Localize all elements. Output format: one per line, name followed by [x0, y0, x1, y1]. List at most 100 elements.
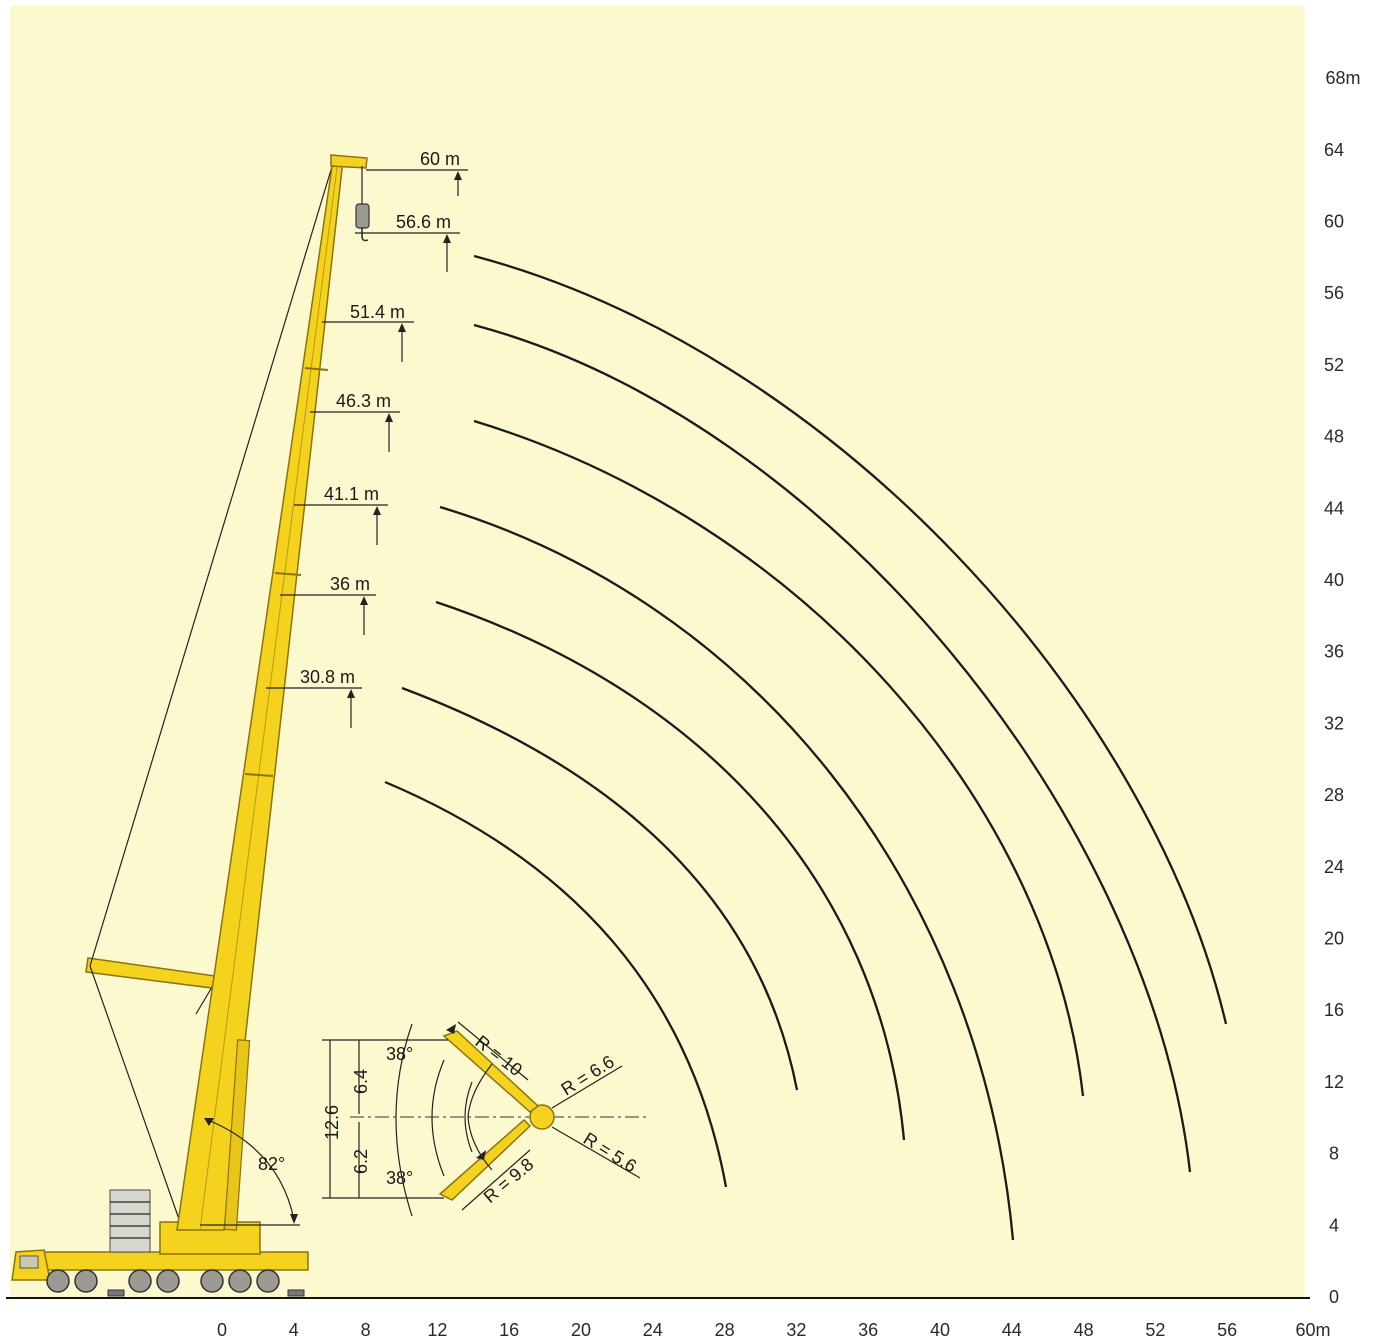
boom-angle-indicator: 82° [200, 1118, 300, 1226]
y-tick-label: 20 [1324, 929, 1344, 949]
marker-arrowhead [398, 323, 406, 332]
boom-marker-41-1m: 41.1 m [294, 484, 388, 545]
range-arc-41-1m [435, 600, 906, 1141]
x-tick-label: 52 [1145, 1320, 1165, 1340]
x-tick-label: 56 [1217, 1320, 1237, 1340]
y-tick-label: 36 [1324, 642, 1344, 662]
swing-arc-outer [395, 1023, 413, 1217]
boom-marker-60m: 60 m [366, 149, 468, 196]
angle-arrowhead-top [204, 1118, 214, 1126]
marker-arrowhead [360, 596, 368, 605]
marker-arrowhead [385, 413, 393, 422]
boom-length-label: 46.3 m [336, 391, 391, 411]
y-tick-label: 44 [1324, 498, 1344, 518]
y-tick-label: 0 [1329, 1287, 1339, 1307]
y-tick-label: 32 [1324, 713, 1344, 733]
y-tick-label: 40 [1324, 570, 1344, 590]
lower-jib-arm [438, 1118, 532, 1201]
x-tick-label: 16 [499, 1320, 519, 1340]
guy-line-lower [89, 965, 181, 1223]
luffing-angle-top: 38° [386, 1044, 413, 1064]
marker-arrowhead [443, 234, 451, 243]
angle-arrowhead-bottom [290, 1214, 298, 1224]
range-arc-60m [473, 254, 1228, 1025]
x-tick-label: 32 [786, 1320, 806, 1340]
boom-collar [304, 367, 329, 371]
boom-length-label: 41.1 m [324, 484, 379, 504]
boom-marker-51-4m: 51.4 m [322, 302, 414, 362]
range-arc-36m [401, 686, 799, 1091]
y-tick-label: 60 [1324, 212, 1344, 232]
crane-carrier [11, 1189, 309, 1297]
y-tick-label: 28 [1324, 785, 1344, 805]
y-tick-label: 16 [1324, 1000, 1344, 1020]
boom-length-markers: 60 m 56.6 m 51.4 m 46.3 m 41.1 m [266, 149, 468, 728]
marker-arrowhead [373, 506, 381, 515]
x-tick-label: 48 [1074, 1320, 1094, 1340]
boom-collar [244, 773, 274, 777]
x-axis-ticks: 0 4 8 12 16 20 24 28 32 36 40 44 48 52 56 60m [217, 1320, 1331, 1340]
marker-arrowhead [347, 689, 355, 698]
range-arc-46-3m [439, 505, 1015, 1241]
luffing-angle-bottom: 38° [386, 1168, 413, 1188]
wheel [74, 1269, 98, 1293]
hook-block [355, 203, 370, 229]
y-tick-label: 56 [1324, 283, 1344, 303]
radius-line-lower-head [551, 1126, 641, 1179]
x-tick-label: 36 [858, 1320, 878, 1340]
wheel [128, 1269, 152, 1293]
y-tick-label: 64 [1324, 140, 1344, 160]
x-tick-label: 4 [289, 1320, 299, 1340]
outrigger-pad [287, 1289, 305, 1297]
x-tick-label: 28 [715, 1320, 735, 1340]
swing-arc-inner [464, 1081, 473, 1153]
x-tick-label: 40 [930, 1320, 950, 1340]
boom-length-label: 51.4 m [350, 302, 405, 322]
x-tick-label: 24 [643, 1320, 663, 1340]
working-range-arcs [384, 254, 1228, 1241]
boom-marker-56-6m: 56.6 m [355, 212, 460, 272]
range-arc-51-4m [473, 419, 1085, 1097]
height-upper-label: 6.4 [351, 1069, 371, 1094]
cab-window [19, 1255, 39, 1269]
swing-arrowhead-lower [476, 1150, 486, 1160]
y-tick-label: 8 [1329, 1144, 1339, 1164]
height-total-label: 12.6 [322, 1105, 342, 1140]
wheel [156, 1269, 180, 1293]
wheel [256, 1269, 280, 1293]
wheel [228, 1269, 252, 1293]
x-tick-label: 44 [1002, 1320, 1022, 1340]
radius-line-lower-arm [461, 1149, 531, 1211]
range-arc-30-8m [384, 780, 728, 1188]
boom-head [330, 154, 368, 169]
angle-arc [207, 1119, 295, 1221]
y-tick-label: 68m [1325, 68, 1360, 88]
wheel [200, 1269, 224, 1293]
jib-pivot-head [529, 1104, 555, 1130]
boom-angle-label: 82° [258, 1154, 285, 1174]
swing-arrowhead-upper [446, 1024, 456, 1034]
y-tick-label: 12 [1324, 1072, 1344, 1092]
swing-arc-lower [467, 1116, 493, 1171]
x-tick-label: 60m [1295, 1320, 1330, 1340]
boom-length-label: 56.6 m [396, 212, 451, 232]
boom-marker-36m: 36 m [280, 574, 376, 635]
boom-collar [274, 572, 302, 576]
y-tick-label: 4 [1329, 1215, 1339, 1235]
radius-line-upper-arm [457, 1021, 529, 1081]
y-tick-label: 24 [1324, 857, 1344, 877]
boom-marker-30-8m: 30.8 m [266, 667, 362, 728]
outrigger-pad [107, 1289, 125, 1297]
carrier-wheels [46, 1269, 280, 1293]
marker-arrowhead [454, 171, 462, 180]
guy-line-long [89, 159, 335, 967]
boom-length-label: 60 m [420, 149, 460, 169]
wheel [46, 1269, 70, 1293]
radius-line-upper-head [551, 1065, 623, 1109]
boom-marker-46-3m: 46.3 m [310, 391, 400, 452]
boom-section-collars [244, 367, 329, 777]
x-tick-label: 20 [571, 1320, 591, 1340]
boom-length-label: 30.8 m [300, 667, 355, 687]
